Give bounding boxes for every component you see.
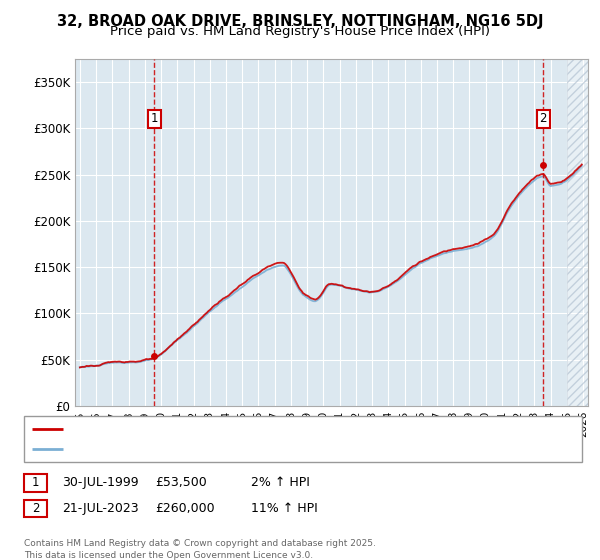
Text: 2: 2	[539, 113, 547, 125]
Text: 2% ↑ HPI: 2% ↑ HPI	[251, 476, 310, 489]
Bar	[567, 59, 600, 406]
Text: £260,000: £260,000	[155, 502, 214, 515]
Bar	[567, 59, 600, 406]
Text: 1: 1	[151, 113, 158, 125]
Text: 32, BROAD OAK DRIVE, BRINSLEY, NOTTINGHAM, NG16 5DJ: 32, BROAD OAK DRIVE, BRINSLEY, NOTTINGHA…	[57, 14, 543, 29]
Text: 11% ↑ HPI: 11% ↑ HPI	[251, 502, 317, 515]
Text: 2: 2	[32, 502, 39, 515]
Text: Contains HM Land Registry data © Crown copyright and database right 2025.
This d: Contains HM Land Registry data © Crown c…	[24, 539, 376, 559]
Text: 30-JUL-1999: 30-JUL-1999	[62, 476, 139, 489]
Text: Price paid vs. HM Land Registry's House Price Index (HPI): Price paid vs. HM Land Registry's House …	[110, 25, 490, 38]
Text: HPI: Average price, semi-detached house, Broxtowe: HPI: Average price, semi-detached house,…	[69, 444, 340, 454]
Text: 32, BROAD OAK DRIVE, BRINSLEY, NOTTINGHAM, NG16 5DJ (semi-detached house): 32, BROAD OAK DRIVE, BRINSLEY, NOTTINGHA…	[69, 424, 501, 434]
Text: 21-JUL-2023: 21-JUL-2023	[62, 502, 139, 515]
Text: 1: 1	[32, 476, 39, 489]
Text: £53,500: £53,500	[155, 476, 206, 489]
